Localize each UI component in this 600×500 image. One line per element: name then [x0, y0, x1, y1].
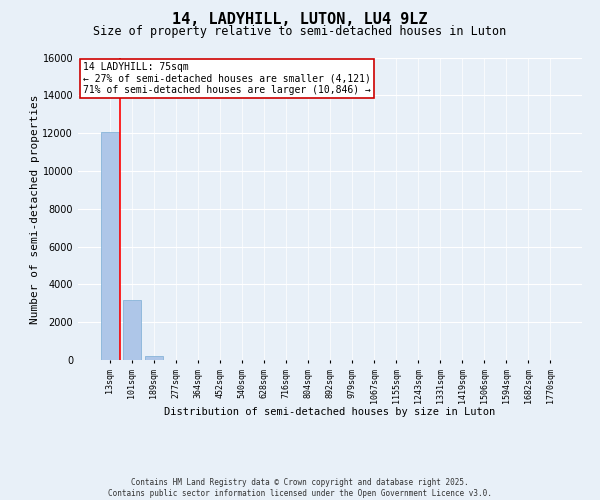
Bar [145, 356, 163, 360]
Bar [123, 300, 140, 360]
Text: 14 LADYHILL: 75sqm
← 27% of semi-detached houses are smaller (4,121)
71% of semi: 14 LADYHILL: 75sqm ← 27% of semi-detache… [83, 62, 371, 95]
Text: Contains HM Land Registry data © Crown copyright and database right 2025.
Contai: Contains HM Land Registry data © Crown c… [108, 478, 492, 498]
Bar [101, 132, 119, 360]
Text: Size of property relative to semi-detached houses in Luton: Size of property relative to semi-detach… [94, 25, 506, 38]
X-axis label: Distribution of semi-detached houses by size in Luton: Distribution of semi-detached houses by … [164, 407, 496, 417]
Y-axis label: Number of semi-detached properties: Number of semi-detached properties [29, 94, 40, 324]
Text: 14, LADYHILL, LUTON, LU4 9LZ: 14, LADYHILL, LUTON, LU4 9LZ [172, 12, 428, 28]
